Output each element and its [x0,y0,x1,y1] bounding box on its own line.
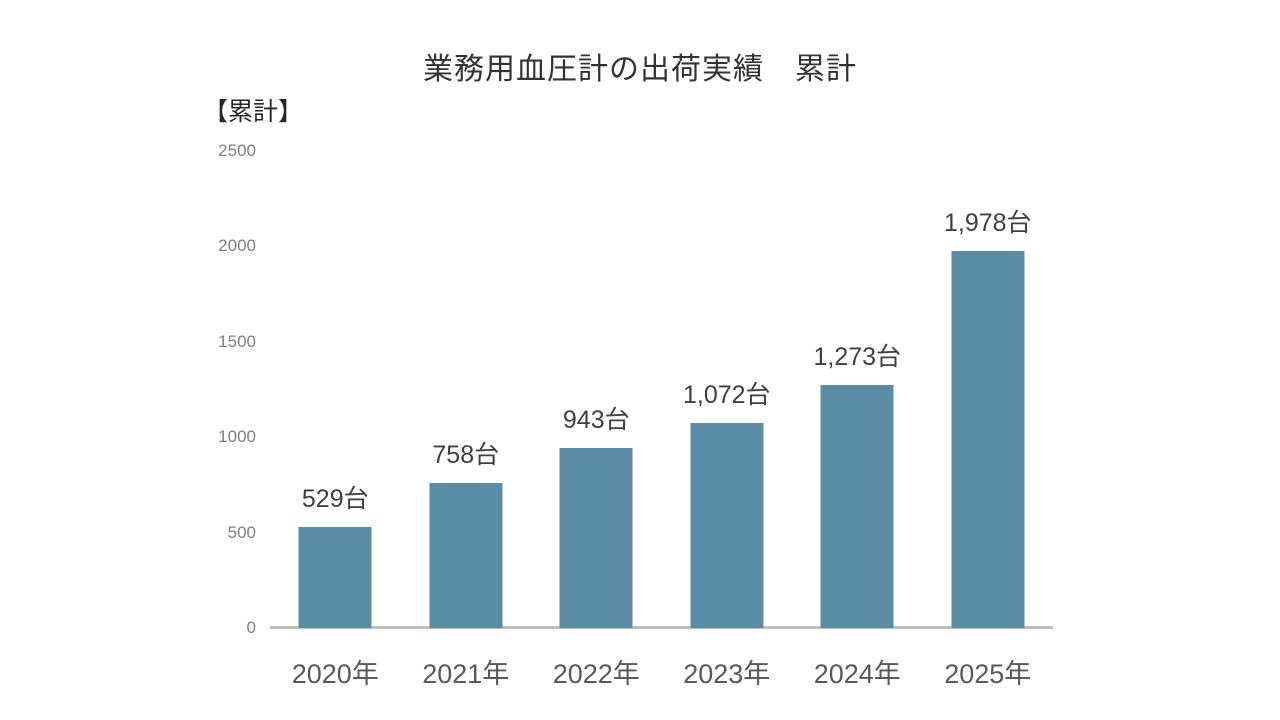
bar [559,448,633,628]
y-tick-label: 2500 [218,141,256,160]
x-category-label: 2025年 [944,659,1032,689]
plot-area: 0 500 1000 1500 2000 2500 529台 2020年 758台 2021年 94… [218,141,1054,689]
y-tick-label: 2000 [218,236,256,256]
bar-value-label: 529台 [301,485,369,514]
bar-slot: 1,072台 2023年 [662,151,793,689]
x-category-label: 2023年 [683,659,771,689]
y-axis-unit-label: 【累計】 [203,98,304,126]
bar-slot: 943台 2022年 [531,151,662,689]
y-tick-label: 0 [246,618,256,637]
bar [298,527,372,628]
bar [429,483,503,628]
bar-slot: 758台 2021年 [401,151,532,689]
chart-title: 業務用血圧計の出荷実績 累計 [423,53,857,86]
x-axis-line [270,626,1053,629]
y-tick-label: 1000 [218,427,256,447]
bar-slot: 529台 2020年 [270,151,401,689]
bar-value-label: 1,978台 [943,208,1032,237]
bar-slot: 1,273台 2024年 [792,151,923,689]
bar-value-label: 1,072台 [682,381,771,410]
y-tick-label: 1500 [218,331,256,351]
bar [690,423,764,628]
x-category-label: 2021年 [422,659,510,689]
bar-value-label: 943台 [562,406,630,435]
x-category-label: 2020年 [291,659,379,689]
bar-value-label: 758台 [432,441,500,470]
bar-value-label: 1,273台 [813,343,902,372]
x-category-label: 2022年 [552,659,640,689]
bar-slot: 1,978台 2025年 [923,151,1054,689]
bar [951,250,1025,628]
bar [820,385,894,628]
y-tick-label: 500 [227,522,256,542]
x-category-label: 2024年 [813,659,901,689]
